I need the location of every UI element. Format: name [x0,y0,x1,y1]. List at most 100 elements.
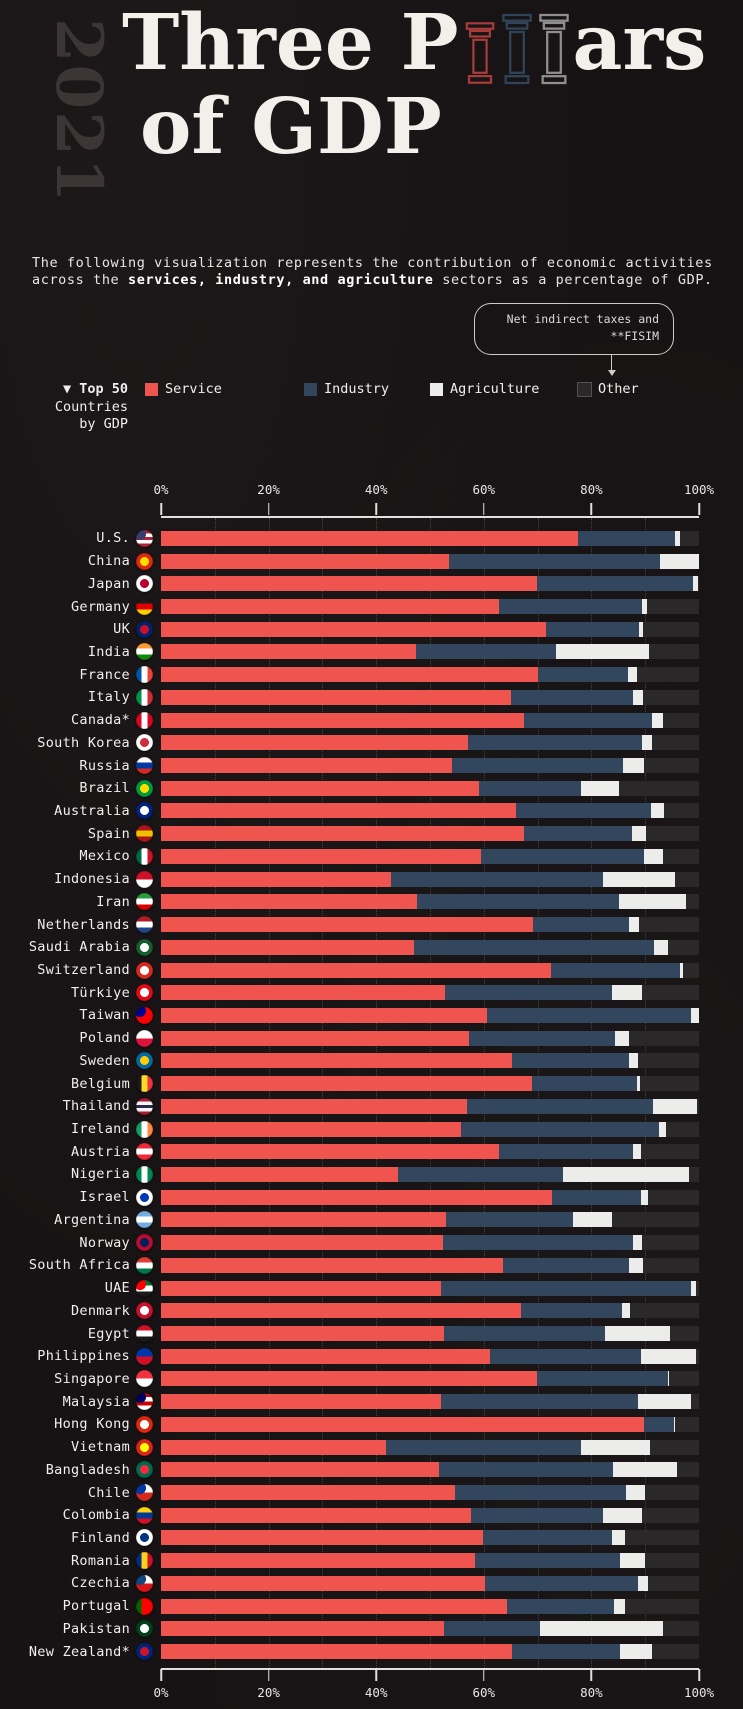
country-flag-icon [136,666,153,684]
bar-segment-industry [506,1598,614,1614]
country-label: Colombia [62,1507,130,1524]
country-row: Japan [0,572,743,595]
gdp-bar [161,1257,699,1273]
gdp-bar [161,780,699,796]
description-text: The following visualization represents t… [32,255,722,290]
bar-segment-industry [385,1439,581,1455]
country-label: Japan [87,575,130,592]
gdp-bar [161,917,699,933]
gdp-bar [161,1076,699,1092]
gdp-bar [161,1462,699,1478]
country-flag-icon [136,984,153,1002]
bar-segment-industry [499,599,643,615]
bar-segment-service [161,1007,488,1023]
country-row: New Zealand* [0,1640,743,1663]
bar-segment-agriculture [612,985,642,1001]
gdp-bar [161,826,699,842]
country-label: Spain [87,825,130,842]
bar-segment-service [161,1212,446,1228]
bar-segment-agriculture [691,1007,699,1023]
bar-segment-agriculture [615,1030,629,1046]
gdp-bar [161,1507,699,1523]
legend-item-service: Service [145,381,222,397]
bar-segment-industry [523,712,652,728]
pillar-red-icon [463,20,497,86]
bar-segment-agriculture [643,848,663,864]
title-line1-post: ars [572,0,707,88]
bar-segment-service [161,1326,444,1342]
bar-segment-industry [552,1189,642,1205]
axis-tick-mark [483,503,485,515]
axis-tick-label: 60% [472,1685,496,1700]
country-row: Bangladesh [0,1458,743,1481]
pillar-navy-icon [500,12,534,86]
gdp-bar [161,621,699,637]
bar-segment-industry [521,1303,623,1319]
bar-segment-industry [482,1530,613,1546]
country-flag-icon [136,529,153,547]
legend-item-industry: Industry [304,381,389,397]
description-bold: services, industry, and agriculture [128,271,434,288]
axis-tick-mark [698,503,700,515]
country-row: Nigeria [0,1163,743,1186]
bar-segment-industry [454,1485,626,1501]
bar-segment-industry [448,553,661,569]
gdp-bar [161,1144,699,1160]
bar-segment-industry [475,1553,620,1569]
country-flag-icon [136,1279,153,1297]
country-label: Ireland [71,1121,130,1138]
country-flag-icon [136,1597,153,1615]
country-row: Russia [0,754,743,777]
bar-segment-agriculture [692,576,698,592]
country-label: Switzerland [37,962,130,979]
gdp-bar [161,1007,699,1023]
bar-segment-agriculture [581,780,619,796]
bar-segment-service [161,1621,444,1637]
country-flag-icon [136,688,153,706]
bar-segment-service [161,985,446,1001]
legend-label: Service [165,381,222,397]
axis-tick-mark [590,503,593,515]
country-flag-icon [136,1325,153,1343]
bar-segment-service [161,758,452,774]
bar-segment-agriculture [563,1166,690,1182]
bar-segment-service [161,1030,469,1046]
bar-segment-service [161,1144,499,1160]
bar-segment-service [161,667,538,683]
country-row: Türkiye [0,981,743,1004]
country-label: Sweden [79,1052,130,1069]
bar-segment-industry [531,1076,637,1092]
bar-segment-agriculture [651,803,664,819]
country-label: UAE [104,1280,130,1297]
callout-line-2: **FISIM [610,328,659,343]
bar-segment-agriculture [622,1303,631,1319]
bar-segment-agriculture [629,917,640,933]
bar-segment-service [161,1098,467,1114]
country-flag-icon [136,1415,153,1433]
bar-segment-industry [416,644,557,660]
bar-segment-industry [441,1280,691,1296]
year-label: 2021 [41,18,116,205]
gdp-bar [161,1166,699,1182]
chart-key-line-2: Countries [54,398,128,415]
bar-segment-service [161,1507,471,1523]
country-label: Nigeria [71,1166,130,1183]
gdp-bar [161,1098,699,1114]
country-row: UAE [0,1277,743,1300]
country-flag-icon [136,620,153,638]
gdp-bar [161,1303,699,1319]
country-label: Saudi Arabia [28,939,130,956]
gdp-bar [161,985,699,1001]
country-row: South Korea [0,731,743,754]
bar-segment-agriculture [605,1326,671,1342]
country-row: Norway [0,1231,743,1254]
bar-segment-service [161,1644,512,1660]
country-flag-icon [136,1370,153,1388]
country-flag-icon [136,1506,153,1524]
country-label: South Africa [28,1257,130,1274]
axis-line [161,1668,699,1670]
country-label: Pakistan [62,1620,130,1637]
country-row: Philippines [0,1345,743,1368]
chart-key-line-1: ▼ Top 50 [62,381,128,397]
country-label: Canada* [71,712,130,729]
